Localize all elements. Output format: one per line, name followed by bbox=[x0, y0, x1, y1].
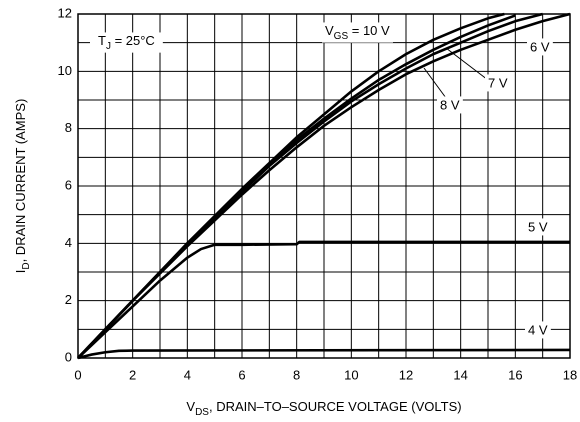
data-line bbox=[77, 240, 570, 359]
series-label: 5 V bbox=[528, 219, 548, 234]
text-part: T bbox=[98, 33, 106, 48]
label-background bbox=[485, 74, 511, 92]
text-part: J bbox=[106, 41, 111, 52]
text-part: I bbox=[13, 270, 28, 274]
text-part: V bbox=[186, 399, 195, 414]
series-label: 8 V bbox=[440, 97, 460, 112]
x-axis-label: VDS, DRAIN–TO–SOURCE VOLTAGE (VOLTS) bbox=[186, 399, 461, 417]
y-tick-label: 8 bbox=[65, 120, 72, 135]
x-tick-label: 6 bbox=[238, 367, 245, 382]
label-background bbox=[322, 22, 394, 43]
x-tick-label: 12 bbox=[399, 367, 413, 382]
plot-border bbox=[77, 13, 571, 359]
y-tick-label: 4 bbox=[65, 235, 72, 250]
x-tick-label: 8 bbox=[293, 367, 300, 382]
text-part: GS bbox=[334, 31, 349, 42]
label-background bbox=[90, 32, 163, 53]
y-tick-label: 10 bbox=[58, 63, 72, 78]
text-part: , DRAIN–TO–SOURCE VOLTAGE (VOLTS) bbox=[209, 399, 462, 414]
y-tick-label: 2 bbox=[65, 292, 72, 307]
x-tick-label: 0 bbox=[74, 367, 81, 382]
x-tick-label: 14 bbox=[453, 367, 467, 382]
data-line bbox=[77, 12, 571, 359]
y-tick-label: 0 bbox=[65, 349, 72, 364]
text-part: V bbox=[325, 23, 334, 38]
leader-line bbox=[423, 67, 447, 99]
series-label: VGS = 10 V bbox=[325, 23, 390, 41]
label-background bbox=[525, 321, 551, 339]
label-background bbox=[527, 38, 553, 56]
label-background bbox=[437, 96, 463, 114]
text-part: D bbox=[21, 262, 32, 269]
text-part: = 10 V bbox=[348, 23, 390, 38]
series-label: 7 V bbox=[488, 75, 508, 90]
series-label: 4 V bbox=[528, 322, 548, 337]
text-part: , DRAIN CURRENT (AMPS) bbox=[13, 99, 28, 263]
x-tick-label: 2 bbox=[129, 367, 136, 382]
y-tick-label: 12 bbox=[58, 5, 72, 20]
label-background bbox=[525, 218, 551, 236]
annotation: TJ = 25°C bbox=[98, 33, 155, 51]
x-tick-label: 18 bbox=[563, 367, 577, 382]
y-tick-label: 6 bbox=[65, 177, 72, 192]
x-tick-label: 4 bbox=[184, 367, 191, 382]
x-tick-label: 16 bbox=[508, 367, 522, 382]
y-axis-label: ID, DRAIN CURRENT (AMPS) bbox=[13, 99, 31, 274]
x-tick-label: 10 bbox=[344, 367, 358, 382]
text-part: DS bbox=[195, 407, 209, 418]
series-label: 6 V bbox=[530, 39, 550, 54]
data-line bbox=[77, 348, 571, 360]
text-part: = 25°C bbox=[111, 33, 155, 48]
